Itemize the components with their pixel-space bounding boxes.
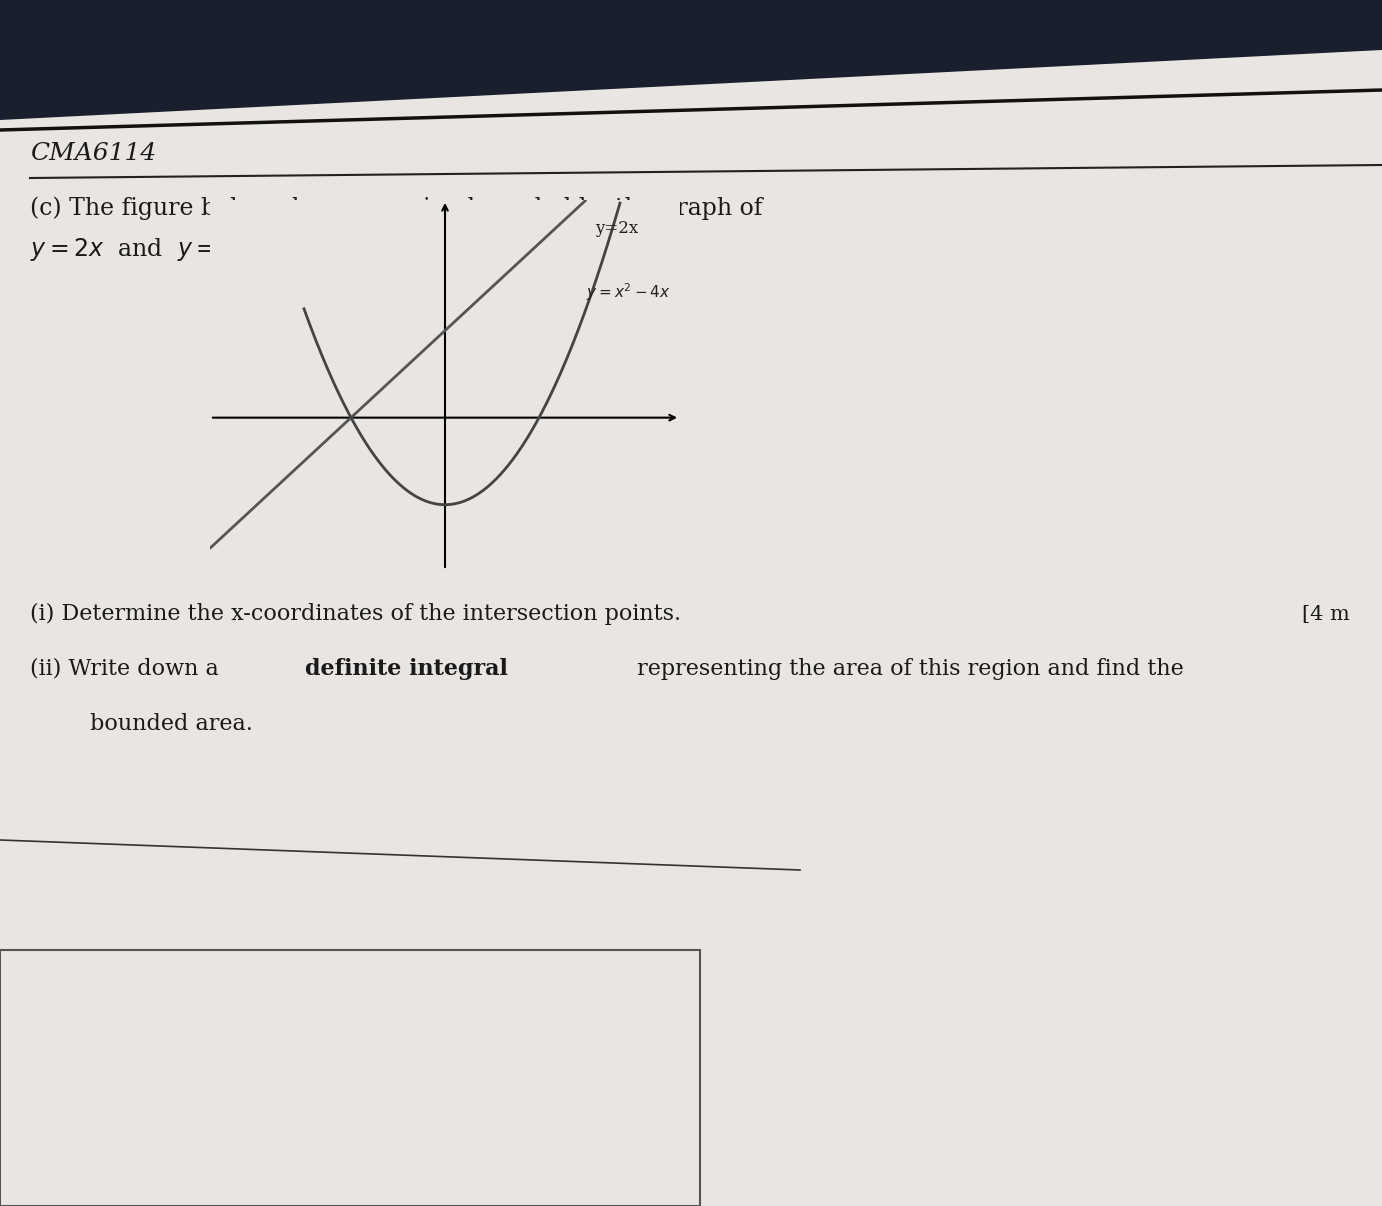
- Text: y=2x: y=2x: [596, 219, 638, 236]
- Text: $y = 2x$  and  $y = x^2 - 4x$.: $y = 2x$ and $y = x^2 - 4x$.: [30, 233, 312, 265]
- Text: $y=x^2-4x$: $y=x^2-4x$: [586, 281, 670, 303]
- Text: definite integral: definite integral: [305, 658, 507, 680]
- Text: [4 m: [4 m: [1302, 605, 1350, 624]
- Text: representing the area of this region and find the: representing the area of this region and…: [630, 658, 1184, 680]
- Text: bounded area.: bounded area.: [90, 713, 253, 734]
- Text: (c) The figure below shows a region bounded by the graph of: (c) The figure below shows a region boun…: [30, 197, 778, 219]
- Text: CMA6114: CMA6114: [30, 142, 156, 165]
- Polygon shape: [0, 49, 1382, 1206]
- Bar: [0, 950, 701, 1206]
- Text: (i) Determine the x-coordinates of the intersection points.: (i) Determine the x-coordinates of the i…: [30, 603, 681, 625]
- Text: (ii) Write down a: (ii) Write down a: [30, 658, 225, 680]
